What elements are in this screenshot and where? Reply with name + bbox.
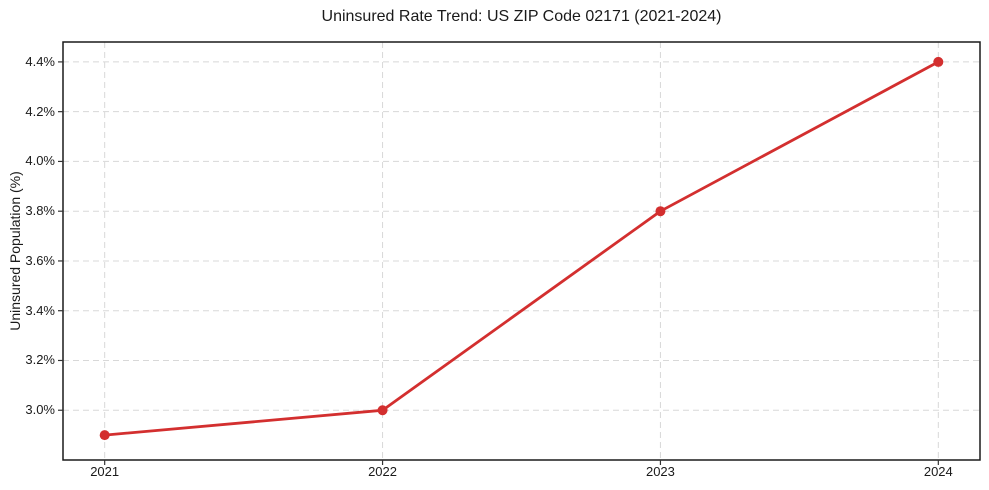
data-point-marker [933, 56, 944, 67]
y-tick-label: 3.4% [25, 302, 55, 318]
trend-line [103, 60, 940, 437]
y-tick-label: 4.4% [25, 53, 55, 69]
data-point-marker [655, 206, 666, 217]
x-tick-label: 2021 [90, 464, 120, 479]
y-tick-label: 4.2% [25, 103, 55, 119]
x-tick-label: 2022 [368, 464, 397, 479]
y-tick-label: 3.2% [25, 352, 55, 368]
y-tick-label: 3.0% [25, 402, 55, 418]
axes-frame [62, 41, 981, 461]
x-tick-label: 2024 [923, 464, 953, 479]
y-tick-label: 3.6% [25, 252, 55, 268]
data-point-marker [377, 405, 388, 416]
chart-title: Uninsured Rate Trend: US ZIP Code 02171 … [321, 8, 722, 25]
plot-area [58, 41, 981, 465]
y-tick-label: 3.8% [25, 203, 55, 219]
data-point-marker [99, 430, 110, 441]
x-tick-label: 2023 [645, 464, 675, 479]
y-tick-label: 4.0% [25, 153, 55, 169]
